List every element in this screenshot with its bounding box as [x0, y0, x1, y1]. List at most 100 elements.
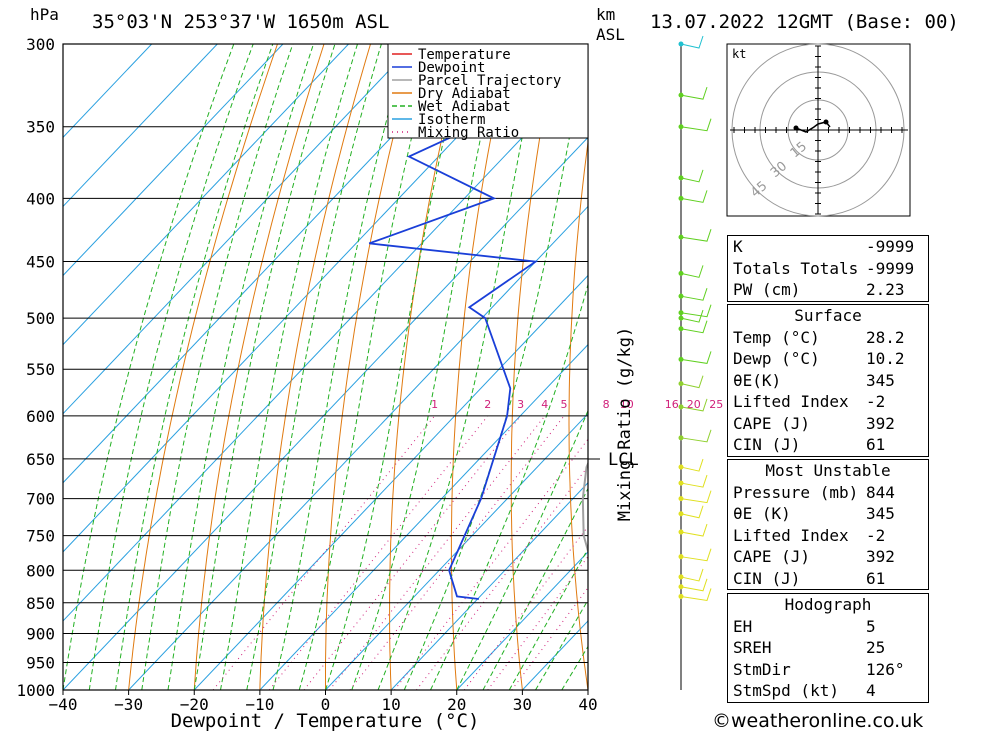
- dry-adiabat-line: [259, 44, 371, 690]
- wet-adiabat-line: [141, 44, 294, 690]
- dry-adiabat-line: [975, 44, 1000, 690]
- index-value: 28.2: [866, 327, 905, 347]
- pressure-tick-label: 800: [26, 561, 55, 580]
- wind-barb: [680, 86, 708, 100]
- mixing-ratio-tick-label: 16: [665, 398, 679, 411]
- index-label: θE (K): [733, 504, 791, 523]
- index-row: Lifted Index -2: [728, 525, 928, 547]
- wind-barb: [680, 190, 708, 203]
- mixing-ratio-tick-label: 8: [603, 398, 610, 411]
- wind-barb: [680, 429, 712, 443]
- index-value: 25: [866, 638, 886, 657]
- isotherm-line: [63, 44, 415, 415]
- pressure-tick-label: 400: [26, 189, 55, 208]
- wet-adiabat-line: [115, 44, 274, 690]
- index-label: Pressure (mb): [733, 482, 859, 502]
- temperature-tick-label: 40: [578, 695, 597, 714]
- wet-adiabat-line: [167, 44, 314, 690]
- wet-adiabat-line: [220, 44, 358, 690]
- mixing-ratio-line: [268, 415, 489, 690]
- index-label: Lifted Index: [733, 392, 849, 411]
- index-value: 61: [866, 568, 886, 588]
- index-row: StmDir 126°: [728, 659, 928, 681]
- index-label: CIN (J): [733, 435, 801, 454]
- index-value: 2.23: [866, 280, 905, 299]
- index-value: 844: [866, 482, 895, 502]
- index-value: 345: [866, 370, 895, 390]
- index-label: Totals Totals: [733, 258, 859, 278]
- pressure-tick-label: 950: [26, 653, 55, 672]
- pressure-tick-label: 600: [26, 407, 55, 426]
- parcel-trajectory: [581, 461, 588, 555]
- temperature-tick-label: 20: [447, 695, 466, 714]
- pressure-tick-label: 1000: [16, 681, 55, 700]
- pressure-tick-label: 550: [26, 360, 55, 379]
- temperature-tick-label: −10: [245, 695, 274, 714]
- index-label: StmDir: [733, 659, 791, 679]
- index-value: 4: [866, 681, 876, 700]
- isotherm-line: [390, 482, 588, 690]
- temperature-tick-label: −20: [180, 695, 209, 714]
- pressure-tick-label: 350: [26, 118, 55, 137]
- wind-barb: [680, 398, 708, 412]
- index-value: 5: [866, 616, 876, 636]
- isotherm-line: [259, 343, 588, 690]
- mixing-ratio-tick-label: 10: [620, 398, 634, 411]
- index-label: θE(K): [733, 370, 782, 390]
- hodograph-unit: kt: [732, 47, 746, 61]
- most-unstable-title: Most Unstable: [765, 461, 891, 480]
- index-row: Pressure (mb) 844: [728, 482, 928, 504]
- index-row: K -9999: [728, 236, 928, 258]
- wind-barb: [680, 588, 712, 602]
- wind-barb: [680, 458, 704, 472]
- legend-entry: Wet Adiabat: [418, 99, 511, 115]
- index-value: -2: [866, 392, 886, 411]
- wind-profile: [678, 35, 712, 690]
- legend-entry: Isotherm: [418, 112, 485, 128]
- legend-entry: Dry Adiabat: [418, 86, 511, 102]
- wind-barb: [680, 169, 704, 183]
- location-title: 35°03'N 253°37'W 1650m ASL: [92, 11, 389, 33]
- mixing-ratio-tick-label: 1: [431, 398, 438, 411]
- datetime-title: 13.07.2022 12GMT (Base: 00): [650, 11, 959, 33]
- hpa-label: hPa: [30, 5, 59, 24]
- temperature-tick-label: 10: [381, 695, 400, 714]
- wind-barb: [680, 229, 712, 242]
- index-row: CAPE (J) 392: [728, 413, 928, 435]
- legend-entry: Dewpoint: [418, 60, 485, 76]
- wet-adiabat-line: [298, 44, 436, 690]
- wind-barb: [680, 118, 712, 132]
- wet-adiabat-line: [508, 547, 588, 690]
- surface-block: Surface Temp (°C) 28.2 Dewp (°C) 10.2 θE(K) 3…: [727, 304, 929, 457]
- wind-barb: [680, 288, 708, 301]
- mixing-ratio-line: [329, 415, 546, 690]
- pressure-tick-label: 700: [26, 490, 55, 509]
- index-label: SREH: [733, 638, 772, 657]
- pressure-tick-label: 900: [26, 624, 55, 643]
- index-label: PW (cm): [733, 280, 801, 299]
- km-label: km: [596, 5, 615, 24]
- index-row: CIN (J) 61: [728, 434, 928, 456]
- wet-adiabat-line: [403, 44, 588, 690]
- index-label: StmSpd (kt): [733, 681, 839, 700]
- x-axis-label: Dewpoint / Temperature (°C): [171, 710, 480, 732]
- index-row: Temp (°C) 28.2: [728, 327, 928, 349]
- wind-barb: [680, 375, 704, 389]
- dry-adiabat-line: [679, 44, 719, 690]
- index-row: θE(K) 345: [728, 370, 928, 392]
- temperature-tick-label: −40: [49, 695, 78, 714]
- index-value: 10.2: [866, 349, 905, 368]
- temperature-profile: [597, 95, 708, 599]
- index-row: SREH 25: [728, 637, 928, 659]
- dewpoint-profile: [368, 102, 539, 600]
- dry-adiabat-line: [568, 138, 588, 690]
- pressure-tick-label: 650: [26, 450, 55, 469]
- index-value: -9999: [866, 237, 915, 256]
- index-value: 61: [866, 435, 886, 454]
- lcl-label: LCL: [608, 450, 639, 470]
- indices-block: K -9999 Totals Totals -9999 PW (cm) 2.23: [727, 235, 929, 302]
- footer-credit: ©weatheronline.co.uk: [712, 710, 924, 732]
